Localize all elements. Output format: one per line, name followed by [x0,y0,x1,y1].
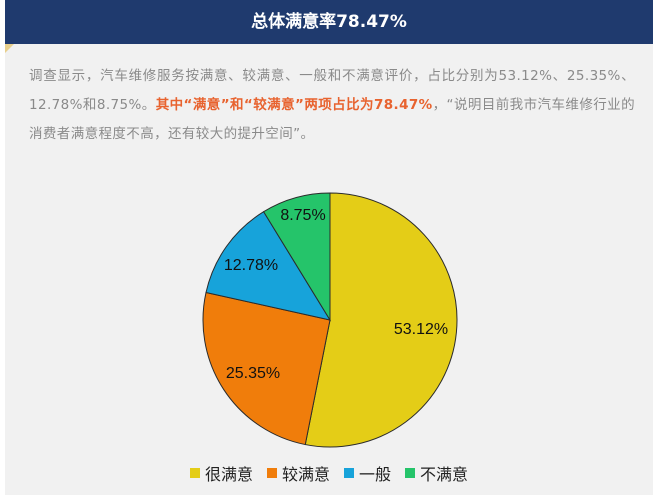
legend-label: 较满意 [281,465,330,484]
slice-label-1: 25.35% [226,365,280,382]
content-card: 总体满意率78.47% 调查显示，汽车维修服务按满意、较满意、一般和不满意评价，… [5,0,653,495]
intro-highlight: 其中“满意”和“较满意”两项占比为78.47% [155,97,433,113]
slice-label-0: 53.12% [394,321,448,338]
legend-swatch [344,468,354,478]
pie-slice-2 [205,211,332,321]
legend-label: 一般 [359,465,392,484]
pie-slice-0 [304,192,458,448]
chart-legend: 很满意 较满意 一般 不满意 [5,462,653,484]
corner-decoration [5,44,14,53]
intro-tail: ，“说明目前我市汽车维修行业的消费者满意程度不高，还有较大的提升空间”。 [29,97,636,142]
legend-swatch [266,468,277,478]
legend-item-3: 不满意 [405,461,468,485]
pie-slice-3 [262,192,331,322]
slice-label-3: 8.75% [280,207,325,224]
legend-label: 很满意 [204,465,253,484]
pie-chart: 53.12% 25.35% 12.78% 8.75% [202,192,458,448]
legend-swatch [405,468,416,478]
page-title: 总体满意率78.47% [251,12,407,32]
slice-label-2: 12.78% [224,257,278,274]
intro-text: 调查显示，汽车维修服务按满意、较满意、一般和不满意评价，占比分别为53.12%、… [29,68,635,113]
legend-item-1: 较满意 [266,461,330,485]
legend-label: 不满意 [420,465,469,484]
pie-slice-1 [202,291,331,446]
title-bar: 总体满意率78.47% [5,0,653,44]
legend-item-2: 一般 [344,461,391,485]
legend-item-0: 很满意 [189,461,253,485]
intro-paragraph: 调查显示，汽车维修服务按满意、较满意、一般和不满意评价，占比分别为53.12%、… [29,62,635,149]
legend-swatch [189,468,200,478]
